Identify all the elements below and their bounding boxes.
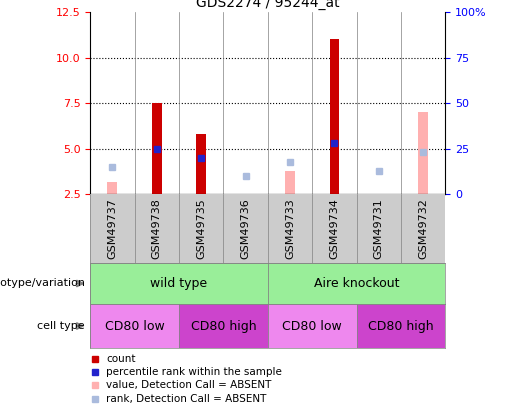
Text: CD80 low: CD80 low — [282, 320, 342, 333]
Bar — [196, 134, 206, 194]
Text: GSM49733: GSM49733 — [285, 198, 295, 259]
Text: GSM49732: GSM49732 — [418, 198, 428, 259]
Bar — [330, 40, 339, 194]
Text: CD80 low: CD80 low — [105, 320, 164, 333]
Text: cell type: cell type — [38, 321, 85, 331]
Text: rank, Detection Call = ABSENT: rank, Detection Call = ABSENT — [106, 394, 266, 404]
Text: GSM49738: GSM49738 — [152, 198, 162, 259]
Bar — [90, 263, 268, 304]
Text: genotype/variation: genotype/variation — [0, 279, 85, 288]
Bar — [90, 304, 179, 348]
Text: Aire knockout: Aire knockout — [314, 277, 400, 290]
Text: CD80 high: CD80 high — [191, 320, 256, 333]
Text: wild type: wild type — [150, 277, 208, 290]
Text: value, Detection Call = ABSENT: value, Detection Call = ABSENT — [106, 380, 271, 390]
Text: GSM49734: GSM49734 — [330, 198, 339, 259]
Bar — [152, 103, 162, 194]
Text: percentile rank within the sample: percentile rank within the sample — [106, 367, 282, 377]
Bar — [179, 304, 268, 348]
Text: GSM49737: GSM49737 — [107, 198, 117, 259]
Text: GSM49735: GSM49735 — [196, 198, 206, 259]
Text: count: count — [106, 354, 135, 364]
Bar — [285, 171, 295, 194]
Text: GSM49736: GSM49736 — [241, 198, 251, 259]
Bar — [268, 304, 356, 348]
Bar — [108, 181, 117, 194]
Bar — [356, 304, 445, 348]
Bar — [418, 113, 428, 194]
Text: CD80 high: CD80 high — [368, 320, 434, 333]
Bar — [268, 263, 445, 304]
Text: GSM49731: GSM49731 — [374, 198, 384, 259]
Title: GDS2274 / 95244_at: GDS2274 / 95244_at — [196, 0, 339, 10]
